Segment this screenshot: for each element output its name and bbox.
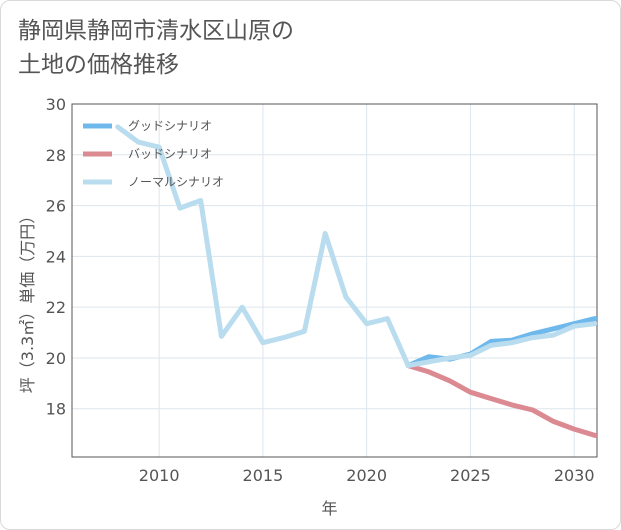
legend-label-bad: バッドシナリオ xyxy=(128,147,212,161)
series-line-normal xyxy=(115,124,597,369)
y-tick-label: 18 xyxy=(46,400,66,419)
x-axis-label: 年 xyxy=(321,499,337,518)
legend-label-normal: ノーマルシナリオ xyxy=(128,175,224,189)
y-axis-label: 坪（3.3㎡）単価（万円） xyxy=(18,208,37,393)
y-tick-label: 24 xyxy=(46,247,66,266)
y-tick-label: 22 xyxy=(46,298,66,317)
series-line-bad xyxy=(405,363,597,438)
y-tick-label: 26 xyxy=(46,197,66,216)
x-tick-label: 2010 xyxy=(139,466,180,485)
chart-title-line-1: 静岡県静岡市清水区山原の xyxy=(18,18,294,44)
x-tick-label: 2030 xyxy=(554,466,595,485)
plot-border xyxy=(71,103,598,458)
x-tick-label: 2015 xyxy=(243,466,284,485)
x-tick-label: 2025 xyxy=(450,466,491,485)
legend-label-good: グッドシナリオ xyxy=(128,119,212,133)
chart-title: 静岡県静岡市清水区山原の 土地の価格推移 xyxy=(18,14,294,82)
y-tick-label: 20 xyxy=(46,349,66,368)
y-tick-label: 28 xyxy=(46,146,66,165)
y-tick-label: 30 xyxy=(46,95,66,114)
chart-title-line-2: 土地の価格推移 xyxy=(18,52,179,78)
x-tick-label: 2020 xyxy=(346,466,387,485)
